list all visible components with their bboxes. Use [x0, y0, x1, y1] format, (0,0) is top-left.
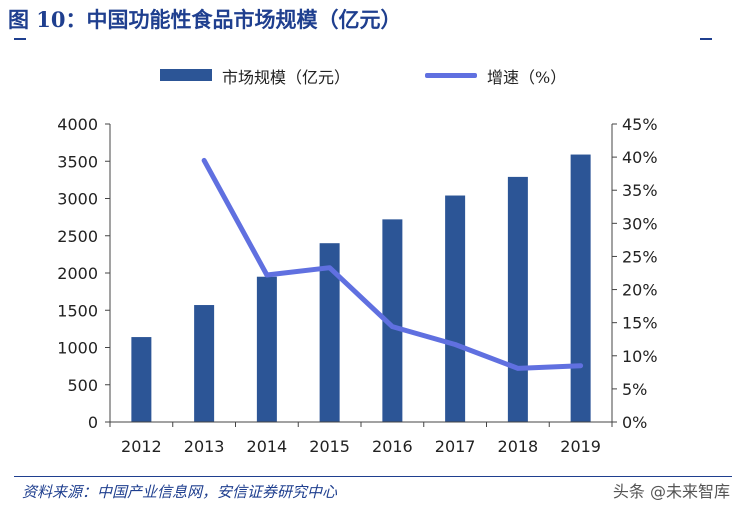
left-tick-label: 500 — [67, 376, 98, 395]
left-tick-label: 0 — [88, 413, 98, 432]
x-tick-label: 2018 — [498, 437, 539, 456]
x-tick-label: 2017 — [435, 437, 476, 456]
right-tick-label: 40% — [622, 148, 658, 167]
right-tick-label: 0% — [622, 413, 647, 432]
right-tick-label: 15% — [622, 314, 658, 333]
legend-bar-swatch — [160, 69, 212, 81]
x-tick-label: 2015 — [309, 437, 350, 456]
title-rule-right — [700, 38, 712, 40]
bar-2012 — [131, 337, 152, 422]
right-tick-label: 30% — [622, 214, 658, 233]
legend-line-swatch — [425, 73, 477, 78]
left-tick-label: 3500 — [57, 152, 98, 171]
bar-2016 — [382, 219, 403, 422]
source-rule — [14, 476, 732, 477]
legend: 市场规模（亿元） 增速（%） — [0, 60, 740, 90]
left-tick-label: 1500 — [57, 301, 98, 320]
x-tick-label: 2019 — [560, 437, 601, 456]
x-tick-label: 2012 — [121, 437, 162, 456]
left-tick-label: 2000 — [57, 264, 98, 283]
right-tick-label: 35% — [622, 181, 658, 200]
right-tick-label: 25% — [622, 247, 658, 266]
right-tick-label: 5% — [622, 380, 647, 399]
source-note: 资料来源：中国产业信息网，安信证券研究中心 — [22, 483, 338, 501]
chart-title: 图 10：中国功能性食品市场规模（亿元） — [8, 7, 402, 32]
x-tick-label: 2016 — [372, 437, 413, 456]
legend-line-label: 增速（%） — [487, 68, 567, 87]
x-tick-label: 2013 — [184, 437, 225, 456]
watermark: 头条 @未来智库 — [612, 482, 730, 501]
bar-2013 — [194, 305, 215, 422]
bar-2019 — [570, 154, 591, 423]
left-tick-label: 1000 — [57, 339, 98, 358]
right-tick-label: 45% — [622, 115, 658, 134]
left-tick-label: 2500 — [57, 227, 98, 246]
bar-2015 — [319, 243, 340, 422]
x-tick-label: 2014 — [247, 437, 288, 456]
right-tick-label: 10% — [622, 347, 658, 366]
bar-2018 — [507, 176, 528, 422]
bar-2014 — [256, 276, 277, 422]
title-rule-left — [14, 38, 26, 40]
left-tick-label: 4000 — [57, 115, 98, 134]
right-tick-label: 20% — [622, 281, 658, 300]
bar-2017 — [445, 195, 466, 422]
left-tick-label: 3000 — [57, 190, 98, 209]
legend-bar-label: 市场规模（亿元） — [222, 68, 351, 87]
